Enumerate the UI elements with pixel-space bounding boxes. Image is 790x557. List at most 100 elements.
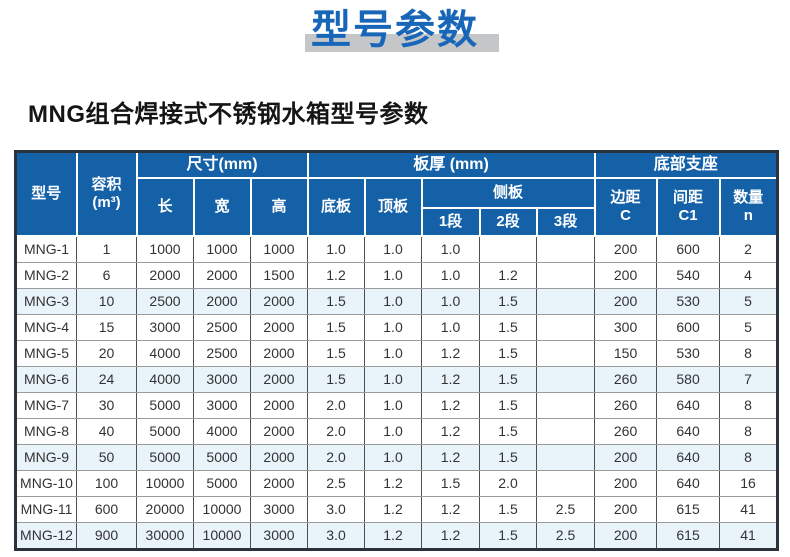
model-cell: MNG-8 <box>15 417 77 445</box>
value-cell: 1.5 <box>479 313 537 341</box>
spec-table: 型号 容积 (m³) 尺寸(mm) 板厚 (mm) 底部支座 长 宽 <box>14 150 780 551</box>
value-cell: 8 <box>719 339 779 367</box>
header-label: 容积 <box>91 175 122 193</box>
value-cell: 2.5 <box>535 495 596 523</box>
value-cell: 300 <box>594 313 658 341</box>
value-cell: 1.2 <box>421 443 480 471</box>
value-cell <box>535 365 596 393</box>
col-header-height: 高 <box>249 176 309 237</box>
value-cell: 1.5 <box>307 287 365 315</box>
col-header-bottom-plate: 底板 <box>306 176 366 237</box>
col-header-seg1: 1段 <box>420 206 481 237</box>
value-cell: 200 <box>594 469 658 497</box>
value-cell: 600 <box>76 495 137 523</box>
header-row-sub: 长 宽 高 底板 顶板 侧板 边距 C 间距 C1 <box>16 176 779 237</box>
value-cell: 10000 <box>193 495 251 523</box>
value-cell: 1.0 <box>307 235 365 263</box>
value-cell: 41 <box>719 521 779 550</box>
value-cell: 1000 <box>136 235 194 263</box>
model-cell: MNG-4 <box>15 313 77 341</box>
value-cell: 600 <box>656 235 721 263</box>
value-cell: 5 <box>719 313 779 341</box>
value-cell: 2500 <box>136 287 194 315</box>
value-cell <box>535 469 596 497</box>
table-row: MNG-12 900 30000 10000 3000 3.0 1.2 1.2 1.5 2.5 20… <box>15 521 779 550</box>
value-cell: 8 <box>719 417 779 445</box>
col-header-model: 型号 <box>14 150 78 237</box>
value-cell: 1.0 <box>421 235 480 263</box>
value-cell: 1.0 <box>421 313 480 341</box>
header-label: 间距 <box>673 188 704 206</box>
model-cell: MNG-5 <box>15 339 77 367</box>
value-cell: 1000 <box>250 235 308 263</box>
value-cell: 200 <box>594 495 658 523</box>
col-group-side-plate: 侧板 <box>420 176 596 209</box>
value-cell: 10000 <box>136 469 194 497</box>
value-cell: 2000 <box>250 365 308 393</box>
model-cell: MNG-11 <box>15 495 77 523</box>
page-title: 型号参数 <box>311 8 479 52</box>
value-cell <box>535 443 596 471</box>
header-label: 尺寸(mm) <box>186 155 258 173</box>
value-cell: 2000 <box>193 287 251 315</box>
value-cell <box>535 261 596 289</box>
value-cell: 40 <box>76 417 137 445</box>
value-cell: 2 <box>719 235 779 263</box>
value-cell: 20 <box>76 339 137 367</box>
value-cell: 1.5 <box>479 495 537 523</box>
value-cell <box>535 391 596 419</box>
model-cell: MNG-7 <box>15 391 77 419</box>
header-label: 顶板 <box>377 197 408 215</box>
section-subtitle: MNG组合焊接式不锈钢水箱型号参数 <box>28 101 429 128</box>
value-cell: 1.2 <box>421 521 480 550</box>
model-cell: MNG-6 <box>15 365 77 393</box>
col-group-support: 底部支座 <box>593 150 779 179</box>
value-cell: 1.0 <box>421 287 480 315</box>
header-label: 1段 <box>438 212 463 230</box>
value-cell: 1.2 <box>364 469 422 497</box>
value-cell: 4000 <box>193 417 251 445</box>
header-label: 型号 <box>31 184 62 202</box>
value-cell: 1.5 <box>479 365 537 393</box>
table-row: MNG-2 6 2000 2000 1500 1.2 1.0 1.0 1.2 200 540 4 <box>15 261 779 289</box>
table-row: MNG-3 10 2500 2000 2000 1.5 1.0 1.0 1.5 200 530 5 <box>15 287 779 315</box>
value-cell: 1.2 <box>364 495 422 523</box>
page: { "page": { "title": "型号参数", "subtitle":… <box>0 6 790 557</box>
value-cell: 5 <box>719 287 779 315</box>
col-header-spacing-c1: 间距 C1 <box>655 176 721 237</box>
value-cell: 3.0 <box>307 495 365 523</box>
value-cell: 100 <box>76 469 137 497</box>
value-cell: 10000 <box>193 521 251 550</box>
value-cell: 1 <box>76 235 137 263</box>
value-cell: 5000 <box>136 417 194 445</box>
value-cell: 580 <box>656 365 721 393</box>
header-label: C <box>620 206 631 224</box>
value-cell: 1000 <box>193 235 251 263</box>
value-cell: 5000 <box>136 443 194 471</box>
table-body: MNG-1 1 1000 1000 1000 1.0 1.0 1.0 200 600 2 MNG-2 6… <box>15 235 779 550</box>
value-cell: 1.5 <box>479 391 537 419</box>
value-cell: 2000 <box>250 469 308 497</box>
col-group-size: 尺寸(mm) <box>135 150 309 179</box>
value-cell: 200 <box>594 521 658 550</box>
value-cell <box>535 287 596 315</box>
value-cell: 1.0 <box>364 339 422 367</box>
value-cell: 1.5 <box>479 339 537 367</box>
header-label: 高 <box>271 197 287 215</box>
value-cell: 2000 <box>136 261 194 289</box>
value-cell: 8 <box>719 443 779 471</box>
value-cell: 530 <box>656 339 721 367</box>
header-label: 底板 <box>320 197 351 215</box>
value-cell: 2500 <box>193 339 251 367</box>
header-label: 2段 <box>496 212 520 230</box>
value-cell: 2.0 <box>479 469 537 497</box>
value-cell: 640 <box>656 443 721 471</box>
value-cell: 260 <box>594 365 658 393</box>
table-row: MNG-4 15 3000 2500 2000 1.5 1.0 1.0 1.5 300 600 5 <box>15 313 779 341</box>
value-cell <box>479 235 537 263</box>
col-header-edge-c: 边距 C <box>593 176 658 237</box>
value-cell: 150 <box>594 339 658 367</box>
table-header: 型号 容积 (m³) 尺寸(mm) 板厚 (mm) 底部支座 长 宽 <box>14 150 779 237</box>
model-cell: MNG-12 <box>15 521 77 550</box>
value-cell: 16 <box>719 469 779 497</box>
